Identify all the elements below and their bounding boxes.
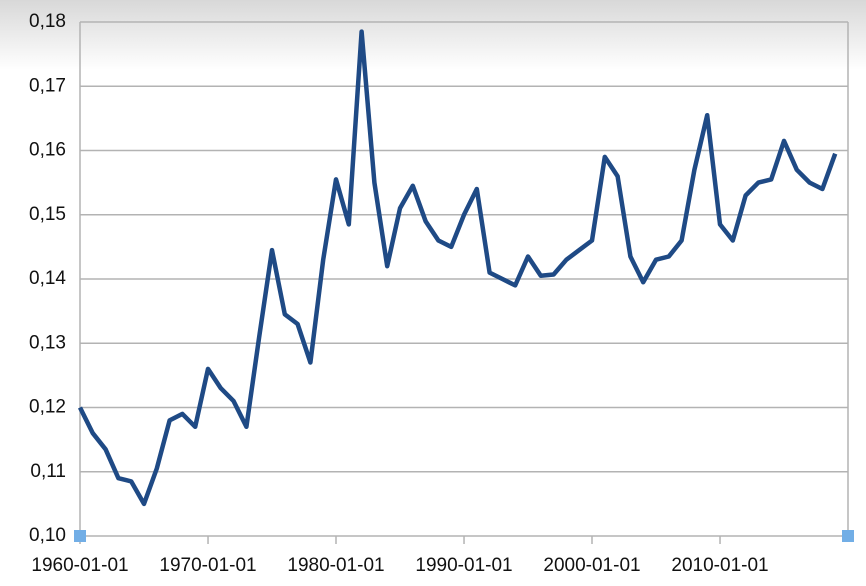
y-tick-label: 0,13 — [29, 332, 66, 353]
x-tick-label: 1990-01-01 — [415, 555, 512, 576]
y-tick-label: 0,15 — [29, 204, 66, 225]
x-tick-label: 2010-01-01 — [671, 555, 768, 576]
y-tick-label: 0,12 — [29, 397, 66, 418]
selection-handle — [74, 530, 86, 542]
y-tick-label: 0,10 — [29, 525, 66, 546]
y-tick-label: 0,17 — [29, 75, 66, 96]
x-tick-label: 2000-01-01 — [543, 555, 640, 576]
y-tick-label: 0,16 — [29, 140, 66, 161]
x-tick-label: 1960-01-01 — [31, 555, 128, 576]
data-line — [77, 29, 838, 507]
y-tick-label: 0,14 — [29, 268, 66, 289]
y-tick-label: 0,18 — [29, 11, 66, 32]
selection-handle — [842, 530, 854, 542]
x-tick-label: 1970-01-01 — [159, 555, 256, 576]
y-tick-label: 0,11 — [30, 461, 66, 482]
x-tick-label: 1980-01-01 — [287, 555, 384, 576]
